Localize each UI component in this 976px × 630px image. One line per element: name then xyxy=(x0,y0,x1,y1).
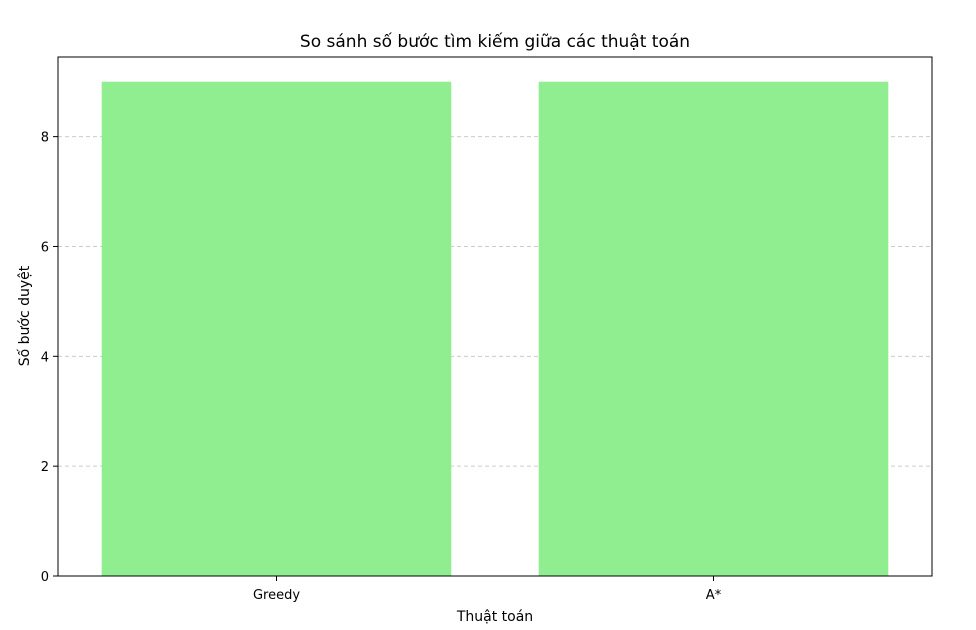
y-tick-label: 6 xyxy=(41,240,49,255)
x-axis-label: Thuật toán xyxy=(456,609,533,625)
bars xyxy=(101,81,889,576)
y-tick-label: 2 xyxy=(41,460,49,475)
bar xyxy=(538,81,889,576)
bar xyxy=(101,81,452,576)
x-tick-label: A* xyxy=(706,588,722,603)
y-axis-label: Số bước duyệt xyxy=(16,265,33,366)
plot-frame xyxy=(57,56,933,577)
y-tick-label: 0 xyxy=(41,570,49,585)
x-tick-label: Greedy xyxy=(253,588,300,603)
y-axis-ticks: 0 2 4 6 8 xyxy=(41,131,58,585)
chart-title: So sánh số bước tìm kiếm giữa các thuật … xyxy=(300,31,690,52)
y-tick-label: 4 xyxy=(41,350,49,365)
y-tick-label: 8 xyxy=(41,131,49,146)
x-axis-ticks: Greedy A* xyxy=(253,576,722,603)
